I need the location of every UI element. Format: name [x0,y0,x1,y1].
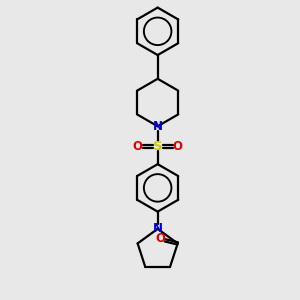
Text: O: O [172,140,183,153]
Text: O: O [155,232,165,245]
Text: N: N [153,120,163,133]
Text: N: N [153,222,163,236]
Text: S: S [153,140,163,153]
Text: O: O [133,140,143,153]
